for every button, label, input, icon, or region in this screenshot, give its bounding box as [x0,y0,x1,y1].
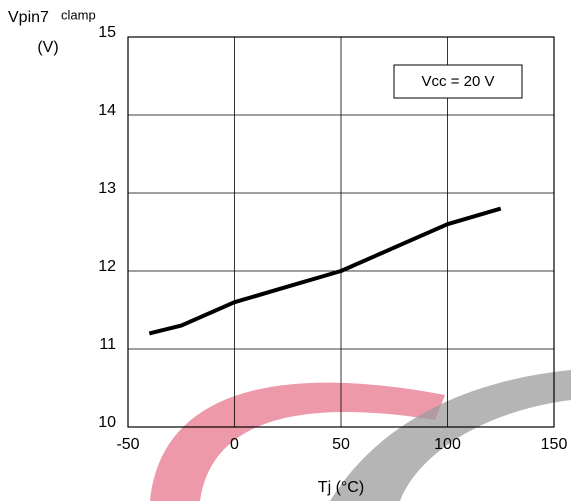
y-tick-label: 13 [98,180,116,197]
x-tick-label: 150 [541,436,568,453]
y-axis-label-sub: clamp [61,7,96,22]
x-axis-label: Tj (°C) [318,479,364,496]
y-axis-label: Vpin7 [8,9,49,26]
plot-frame [127,36,555,428]
y-tick-label: 11 [99,336,116,353]
y-tick-label: 12 [98,258,116,275]
annotation-box [393,64,523,99]
annotation: Vcc = 20 V [422,73,495,90]
watermark-arc-pink [150,382,445,501]
y-tick-label: 15 [98,24,116,41]
watermark-arc-gray [330,370,571,501]
data-line [148,206,502,336]
x-tick-label: 50 [332,436,350,453]
y-tick-label: 10 [98,414,116,431]
x-tick-label: 0 [230,436,239,453]
x-tick-label: 100 [434,436,461,453]
x-tick-label: -50 [116,436,139,453]
y-axis-unit: (V) [37,39,58,56]
y-tick-label: 14 [98,102,116,119]
